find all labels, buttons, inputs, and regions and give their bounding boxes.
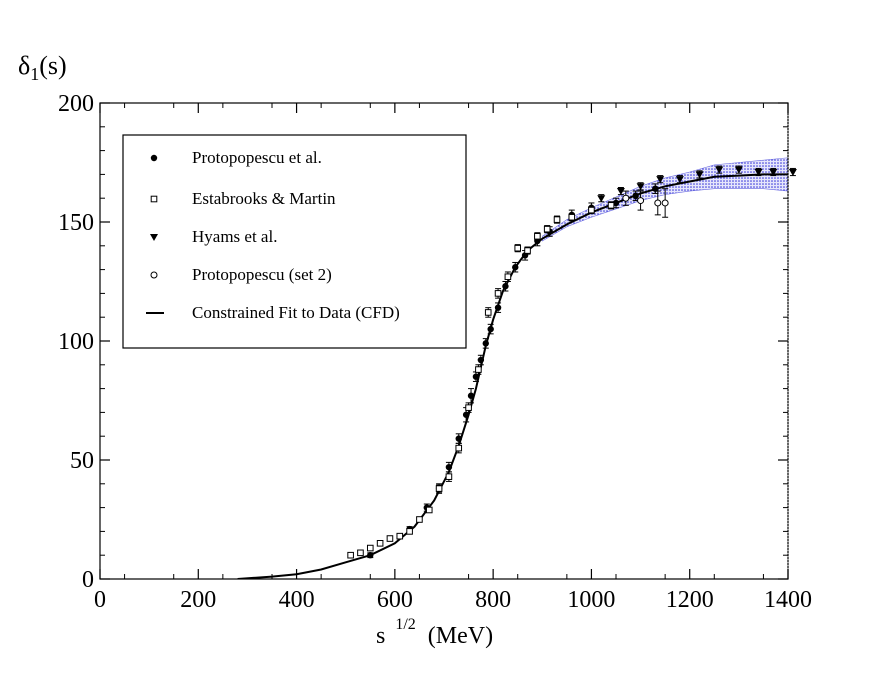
data-point bbox=[512, 264, 519, 271]
data-point bbox=[455, 444, 463, 452]
legend-marker bbox=[150, 234, 158, 241]
data-point bbox=[652, 185, 659, 192]
data-point bbox=[588, 206, 595, 214]
x-axis-label: s 1/2 (MeV) bbox=[376, 616, 493, 649]
data-point bbox=[632, 192, 639, 200]
data-point bbox=[607, 202, 615, 209]
data-point bbox=[465, 404, 472, 411]
data-point bbox=[543, 225, 551, 233]
data-point bbox=[695, 171, 704, 179]
data-point bbox=[504, 273, 512, 281]
data-point bbox=[366, 544, 374, 552]
legend: Protopopescu et al. Estabrooks & Martin Hy… bbox=[122, 134, 467, 349]
data-point bbox=[494, 290, 502, 297]
data-point bbox=[435, 485, 443, 492]
legend-label: Constrained Fit to Data (CFD) bbox=[192, 303, 400, 322]
data-point bbox=[396, 532, 404, 540]
data-point bbox=[715, 166, 724, 174]
cfd-curve-layer bbox=[237, 173, 788, 579]
cfd-curve bbox=[237, 173, 788, 579]
y-axis-label: δ1(s) bbox=[18, 51, 67, 84]
data-point bbox=[367, 552, 374, 559]
data-point bbox=[734, 166, 743, 174]
data-point bbox=[553, 216, 561, 223]
data-point bbox=[622, 194, 630, 202]
axis-ticks: 0 200 400 600 800 1000 1200 1400 0 50 100 150 200 bbox=[58, 91, 812, 613]
data-point bbox=[514, 244, 522, 252]
legend-box bbox=[122, 134, 467, 349]
data-point bbox=[455, 435, 462, 442]
data-point bbox=[637, 197, 645, 205]
y-tick-label: 100 bbox=[58, 329, 94, 355]
x-tick-label: 1000 bbox=[567, 587, 615, 613]
cfd-error-band bbox=[541, 157, 788, 242]
data-point bbox=[467, 392, 475, 399]
legend-marker bbox=[150, 154, 158, 162]
data-point bbox=[568, 213, 576, 221]
data-point bbox=[484, 309, 492, 316]
y-tick-label: 50 bbox=[70, 448, 94, 474]
data-point bbox=[347, 551, 354, 559]
y-tick-label: 150 bbox=[58, 210, 94, 236]
data-point bbox=[376, 540, 384, 547]
data-point bbox=[675, 176, 684, 184]
data-point bbox=[524, 247, 531, 254]
data-point bbox=[769, 169, 778, 177]
data-point bbox=[445, 473, 453, 480]
data-point bbox=[612, 199, 620, 207]
data-point bbox=[661, 199, 669, 207]
data-point bbox=[494, 304, 502, 311]
data-point bbox=[482, 340, 489, 347]
data-point bbox=[656, 176, 665, 184]
data-point bbox=[416, 516, 423, 523]
x-tick-label: 1200 bbox=[666, 587, 714, 613]
data-point bbox=[754, 169, 763, 177]
data-point bbox=[534, 232, 541, 240]
legend-marker bbox=[150, 271, 158, 279]
legend-label: Hyams et al. bbox=[192, 227, 277, 246]
data-point bbox=[597, 195, 606, 203]
legend-marker bbox=[150, 195, 158, 203]
data-points-layer bbox=[347, 165, 797, 559]
data-point bbox=[616, 188, 625, 196]
data-point bbox=[477, 356, 485, 364]
y-tick-label: 200 bbox=[58, 91, 94, 117]
data-point bbox=[502, 283, 509, 290]
x-tick-label: 600 bbox=[377, 587, 413, 613]
data-point bbox=[487, 325, 494, 333]
data-point bbox=[472, 373, 480, 380]
x-tick-label: 0 bbox=[94, 587, 106, 613]
cfd-error-band-layer bbox=[541, 157, 788, 242]
data-point bbox=[636, 183, 645, 191]
x-tick-label: 200 bbox=[180, 587, 216, 613]
data-point bbox=[425, 506, 433, 514]
data-point bbox=[406, 528, 413, 535]
legend-label: Protopopescu (set 2) bbox=[192, 265, 332, 284]
data-point bbox=[386, 535, 394, 542]
data-point bbox=[654, 199, 662, 207]
data-point bbox=[788, 169, 797, 177]
data-point bbox=[462, 411, 470, 418]
legend-label: Estabrooks & Martin bbox=[192, 189, 336, 208]
data-point bbox=[445, 463, 453, 471]
x-tick-label: 400 bbox=[279, 587, 315, 613]
data-point bbox=[475, 366, 482, 373]
y-tick-label: 0 bbox=[82, 567, 94, 593]
data-point bbox=[357, 549, 364, 557]
x-tick-label: 1400 bbox=[764, 587, 812, 613]
x-tick-label: 800 bbox=[475, 587, 511, 613]
legend-label: Protopopescu et al. bbox=[192, 148, 322, 167]
